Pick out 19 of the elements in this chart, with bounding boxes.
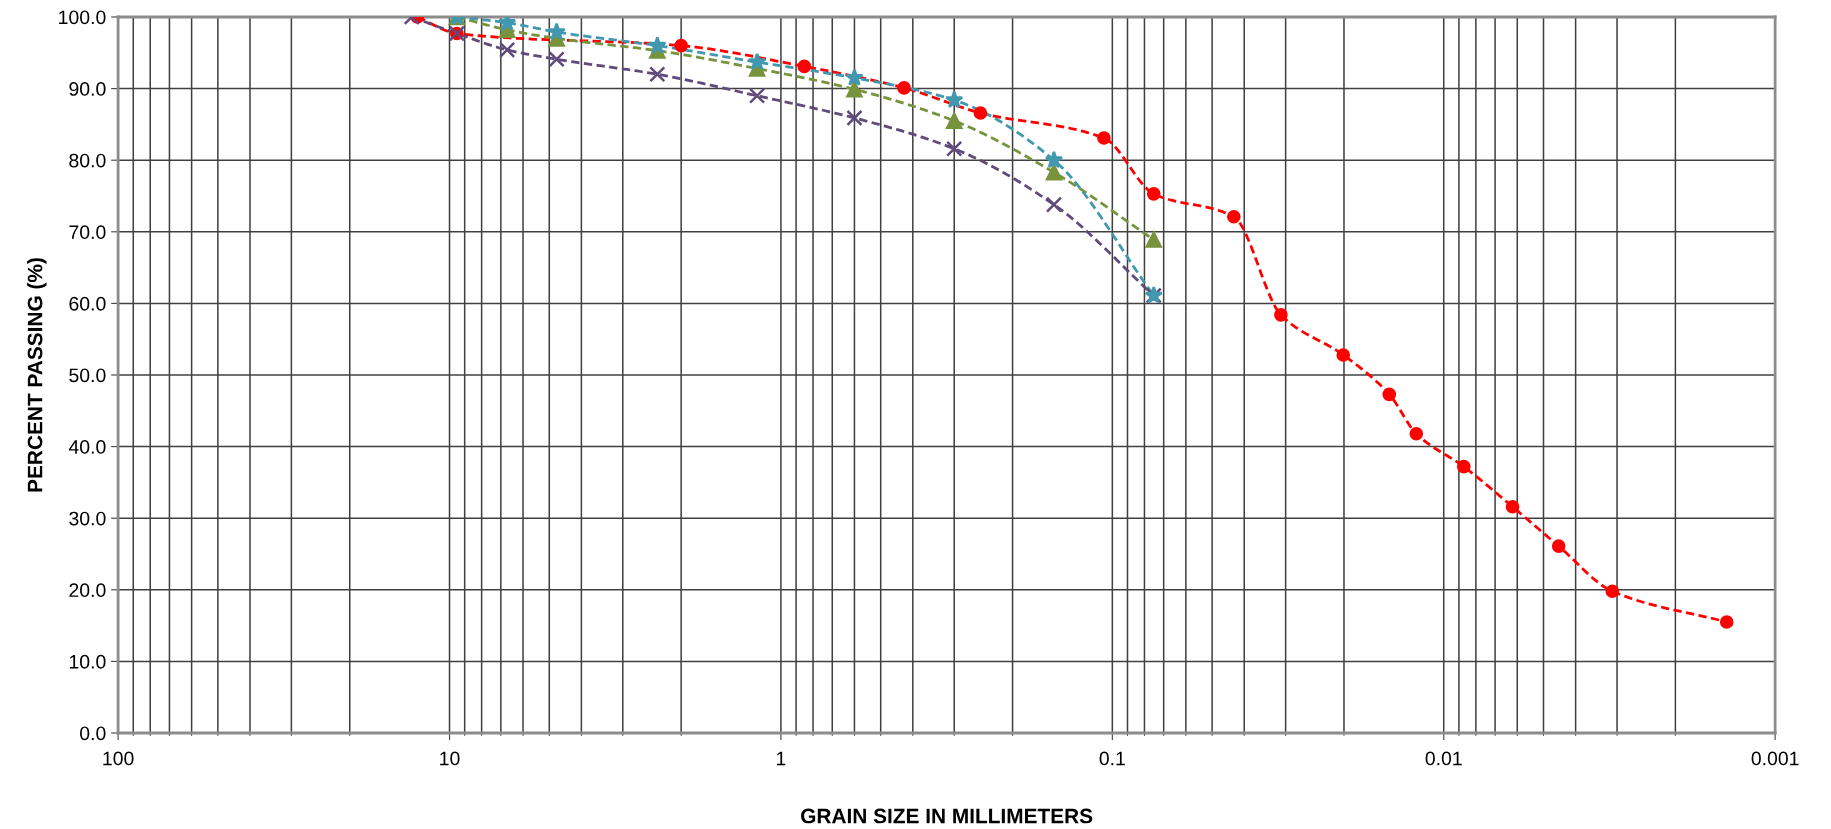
y-tick-label: 30.0 bbox=[69, 511, 106, 526]
x-tick-label: 1 bbox=[777, 751, 786, 766]
x-axis-title: GRAIN SIZE IN MILLIMETERS bbox=[801, 808, 1093, 824]
y-axis-title: PERCENT PASSING (%) bbox=[27, 258, 47, 492]
y-tick-label: 100.0 bbox=[59, 10, 106, 25]
y-tick-label: 10.0 bbox=[69, 654, 106, 669]
y-tick-label: 80.0 bbox=[69, 153, 106, 168]
x-tick-label: 100 bbox=[103, 751, 134, 766]
y-tick-label: 20.0 bbox=[69, 583, 106, 598]
y-tick-label: 70.0 bbox=[69, 225, 106, 240]
y-tick-label: 60.0 bbox=[69, 296, 106, 311]
x-tick-label: 0.1 bbox=[1099, 751, 1125, 766]
y-tick-label: 50.0 bbox=[69, 368, 106, 383]
y-tick-label: 0.0 bbox=[80, 726, 106, 741]
y-tick-label: 90.0 bbox=[69, 82, 106, 96]
y-tick-label: 40.0 bbox=[68, 440, 106, 454]
x-tick-label: 0.001 bbox=[1751, 751, 1799, 766]
x-tick-label: 10 bbox=[440, 751, 460, 766]
x-tick-label: 0.01 bbox=[1425, 751, 1462, 766]
